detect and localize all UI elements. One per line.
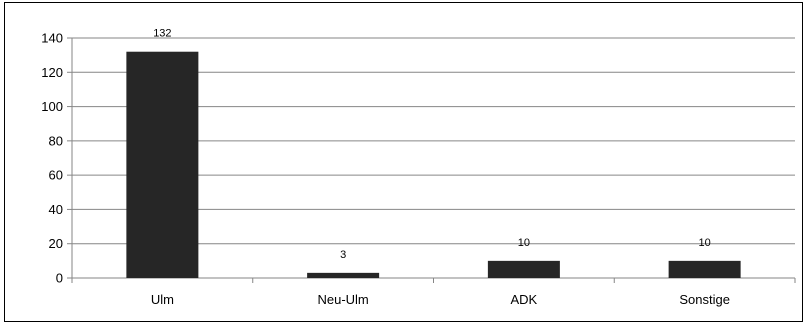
y-tick-label: 60	[49, 168, 63, 183]
y-tick-label: 80	[49, 133, 63, 148]
data-label: 10	[518, 237, 530, 249]
y-tick-label: 140	[41, 31, 63, 46]
data-label: 3	[340, 249, 346, 261]
bar	[487, 260, 560, 278]
bar	[307, 272, 380, 278]
bar	[668, 260, 741, 278]
data-label: 10	[699, 237, 711, 249]
y-tick-label: 40	[49, 202, 63, 217]
category-label: ADK	[511, 292, 538, 307]
y-tick-label: 100	[41, 99, 63, 114]
bar	[126, 51, 199, 278]
y-tick-label: 0	[56, 271, 63, 286]
category-label: Sonstige	[679, 292, 730, 307]
data-label: 132	[153, 28, 171, 40]
category-label: Ulm	[151, 292, 174, 307]
category-label: Neu-Ulm	[317, 292, 368, 307]
y-tick-label: 120	[41, 65, 63, 80]
y-tick-label: 20	[49, 236, 63, 251]
